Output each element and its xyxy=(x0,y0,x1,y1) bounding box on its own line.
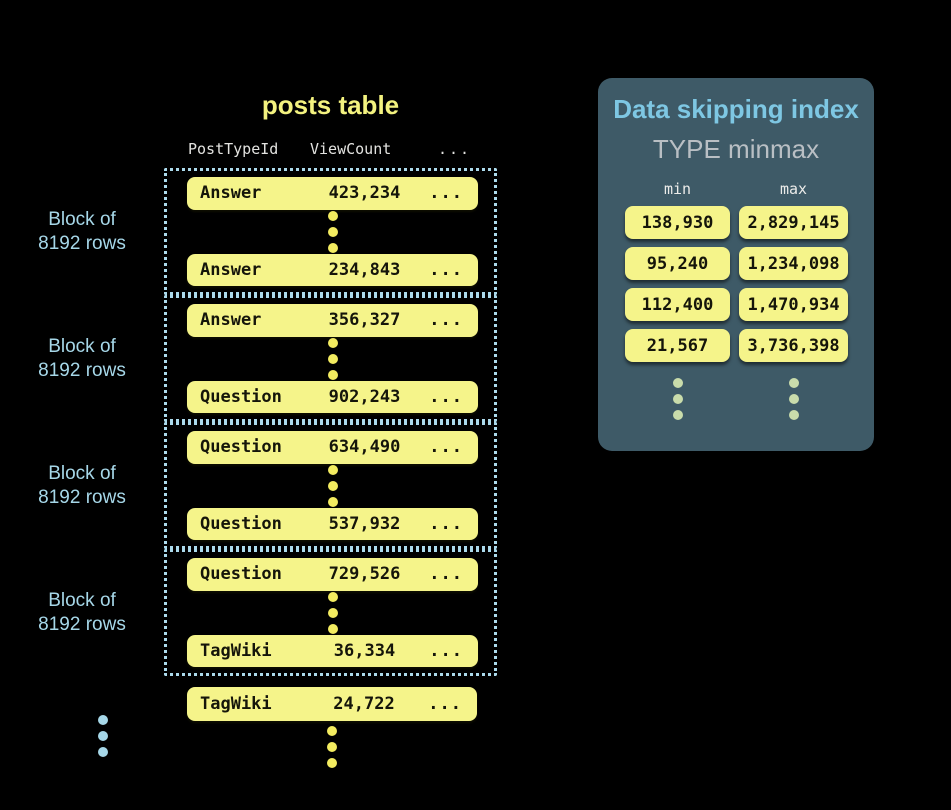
min-value: 112,400 xyxy=(625,288,730,321)
row-view-count: 36,334 xyxy=(333,640,396,661)
row-more-ellipsis: ... xyxy=(429,259,463,280)
more-rows-ellipsis-icon xyxy=(327,726,337,768)
min-value: 138,930 xyxy=(625,206,730,239)
block-group-4: Block of 8192 rows Question 729,526 ... … xyxy=(0,549,497,676)
row-post-type: Question xyxy=(200,564,282,585)
block-4: Question 729,526 ... TagWiki 36,334 ... xyxy=(164,549,497,676)
row-post-type: TagWiki xyxy=(200,640,272,661)
block-label-line2: 8192 rows xyxy=(38,232,126,254)
max-value: 3,736,398 xyxy=(739,329,848,362)
index-row: 95,240 1,234,098 xyxy=(625,247,848,280)
row-post-type: Answer xyxy=(200,310,262,331)
posts-table-blocks: Block of 8192 rows Answer 423,234 ... An… xyxy=(0,168,497,676)
column-header-posttypeid: PostTypeId xyxy=(188,140,279,158)
minmax-headers: min max xyxy=(625,180,848,198)
row-view-count: 356,327 xyxy=(328,310,401,331)
block-group-3: Block of 8192 rows Question 634,490 ... … xyxy=(0,422,497,549)
table-row-trailing: TagWiki 24,722 ... xyxy=(187,687,477,721)
min-value: 21,567 xyxy=(625,329,730,362)
panel-subtitle: TYPE minmax xyxy=(652,134,820,164)
max-value: 1,470,934 xyxy=(739,288,848,321)
row-post-type: Question xyxy=(200,437,282,458)
block-label-line2: 8192 rows xyxy=(38,359,126,381)
block-label: Block of 8192 rows xyxy=(0,549,164,676)
hidden-rows-ellipsis-icon xyxy=(327,337,338,380)
index-row: 112,400 1,470,934 xyxy=(625,288,848,321)
table-row: Question 634,490 ... xyxy=(187,431,478,464)
row-post-type: Question xyxy=(200,513,282,534)
max-ellipsis xyxy=(739,377,848,421)
row-more-ellipsis: ... xyxy=(429,640,463,661)
index-row: 138,930 2,829,145 xyxy=(625,206,848,239)
row-post-type: Question xyxy=(200,386,282,407)
row-view-count: 902,243 xyxy=(328,386,401,407)
table-row: Question 729,526 ... xyxy=(187,558,478,591)
more-values-ellipsis-icon xyxy=(672,378,683,420)
table-row: Question 537,932 ... xyxy=(187,507,478,540)
block-group-1: Block of 8192 rows Answer 423,234 ... An… xyxy=(0,168,497,295)
row-more-ellipsis: ... xyxy=(429,310,463,331)
column-header-viewcount: ViewCount xyxy=(310,140,392,158)
max-value: 1,234,098 xyxy=(739,247,848,280)
block-2: Answer 356,327 ... Question 902,243 ... xyxy=(164,295,497,422)
row-more-ellipsis: ... xyxy=(429,386,463,407)
block-label-line1: Block of xyxy=(48,208,116,230)
block-3: Question 634,490 ... Question 537,932 ..… xyxy=(164,422,497,549)
row-more-ellipsis: ... xyxy=(429,513,463,534)
row-post-type: TagWiki xyxy=(200,694,272,714)
max-value: 2,829,145 xyxy=(739,206,848,239)
table-row: Answer 423,234 ... xyxy=(187,177,478,210)
block-label-line1: Block of xyxy=(48,462,116,484)
row-post-type: Answer xyxy=(200,183,262,204)
block-label-line2: 8192 rows xyxy=(38,613,126,635)
block-1: Answer 423,234 ... Answer 234,843 ... xyxy=(164,168,497,295)
block-label-line1: Block of xyxy=(48,589,116,611)
more-blocks-ellipsis-icon xyxy=(98,715,108,757)
block-label: Block of 8192 rows xyxy=(0,295,164,422)
posts-table-title: posts table xyxy=(261,90,400,120)
block-label: Block of 8192 rows xyxy=(0,168,164,295)
block-label: Block of 8192 rows xyxy=(0,422,164,549)
row-post-type: Answer xyxy=(200,259,262,280)
min-ellipsis xyxy=(625,377,730,421)
row-more-ellipsis: ... xyxy=(429,564,463,585)
block-label-line1: Block of xyxy=(48,335,116,357)
table-row: Answer 356,327 ... xyxy=(187,304,478,337)
row-view-count: 234,843 xyxy=(328,259,401,280)
panel-title: Data skipping index xyxy=(613,94,859,124)
index-row: 21,567 3,736,398 xyxy=(625,329,848,362)
hidden-rows-ellipsis-icon xyxy=(327,210,338,253)
row-view-count: 537,932 xyxy=(328,513,401,534)
hidden-rows-ellipsis-icon xyxy=(327,464,338,507)
more-values-ellipsis-icon xyxy=(788,378,799,420)
table-row: TagWiki 36,334 ... xyxy=(187,634,478,667)
row-more-ellipsis: ... xyxy=(428,694,462,714)
min-value: 95,240 xyxy=(625,247,730,280)
table-row: Question 902,243 ... xyxy=(187,380,478,413)
row-view-count: 423,234 xyxy=(328,183,401,204)
row-more-ellipsis: ... xyxy=(429,183,463,204)
block-group-2: Block of 8192 rows Answer 356,327 ... Qu… xyxy=(0,295,497,422)
min-column-header: min xyxy=(663,180,692,198)
column-header-more: ... xyxy=(438,140,472,158)
hidden-rows-ellipsis-icon xyxy=(327,591,338,634)
row-view-count: 24,722 xyxy=(333,694,395,714)
row-more-ellipsis: ... xyxy=(429,437,463,458)
column-headers: PostTypeId ViewCount ... xyxy=(164,140,497,162)
row-view-count: 634,490 xyxy=(328,437,401,458)
max-column-header: max xyxy=(779,180,808,198)
index-more-rows xyxy=(625,377,848,421)
block-label-line2: 8192 rows xyxy=(38,486,126,508)
data-skipping-index-panel: Data skipping index TYPE minmax min max … xyxy=(598,78,874,451)
row-view-count: 729,526 xyxy=(328,564,401,585)
table-row: Answer 234,843 ... xyxy=(187,253,478,286)
